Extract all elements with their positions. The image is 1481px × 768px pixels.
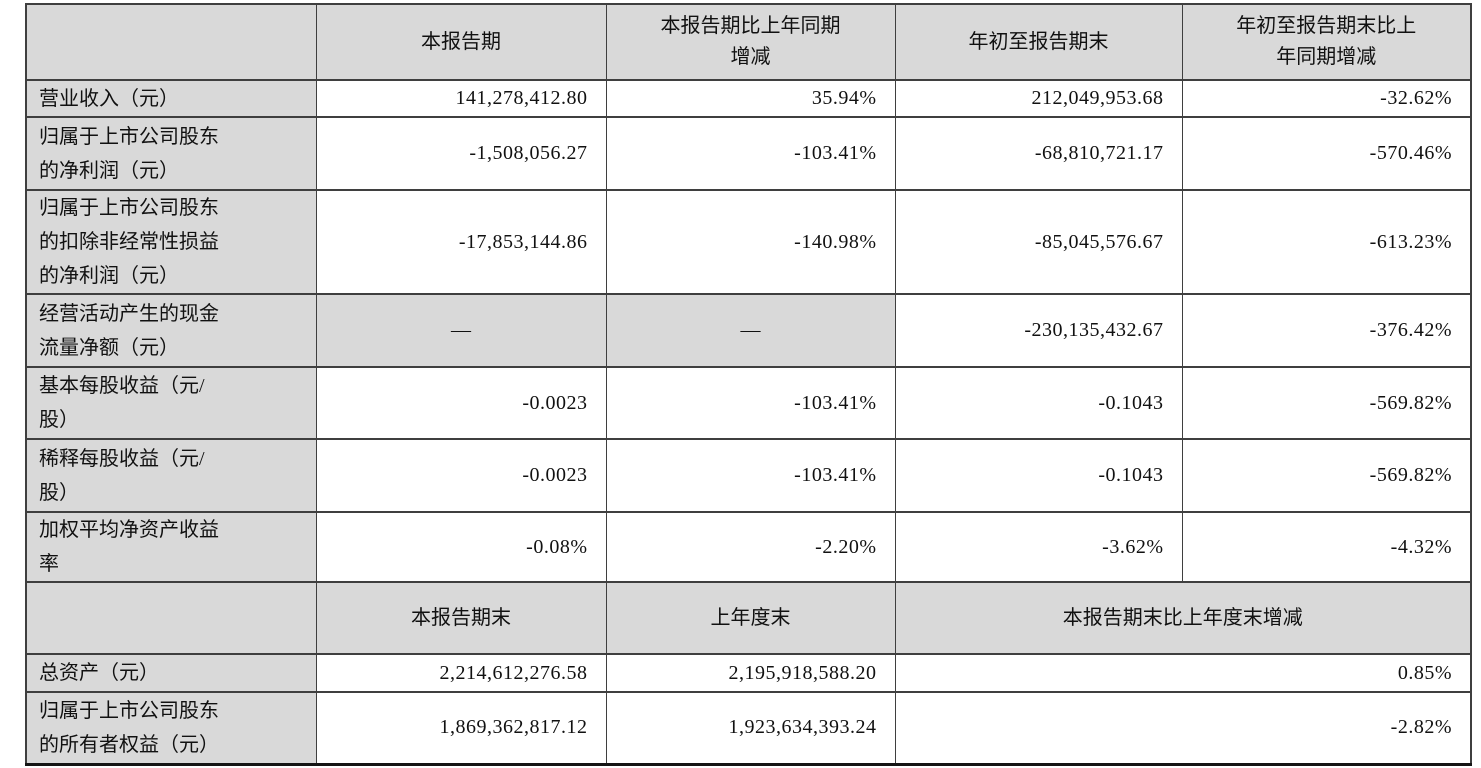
header-period-end: 本报告期末 — [315, 581, 606, 654]
table-row-deducted-net-profit: 归属于上市公司股东的扣除非经常性损益的净利润（元） -17,853,144.86… — [25, 189, 1471, 294]
row-label: 基本每股收益（元/股） — [25, 366, 316, 439]
table-row-weighted-roe: 加权平均净资产收益率 -0.08% -2.20% -3.62% -4.32% — [25, 511, 1471, 582]
row-label: 稀释每股收益（元/股） — [25, 438, 316, 512]
cell-ytd-yoy: -569.82% — [1181, 438, 1471, 512]
cell-current: -0.0023 — [315, 366, 606, 439]
cell-ytd: -3.62% — [894, 511, 1182, 582]
table-row-total-assets: 总资产（元） 2,214,612,276.58 2,195,918,588.20… — [25, 653, 1471, 692]
cell-ytd: -0.1043 — [894, 366, 1182, 439]
cell-period-end: 2,214,612,276.58 — [315, 653, 606, 692]
cell-ytd-yoy: -613.23% — [1181, 189, 1471, 294]
cell-ytd: -230,135,432.67 — [894, 293, 1182, 367]
table-row-operating-cash-flow: 经营活动产生的现金流量净额（元） — — -230,135,432.67 -37… — [25, 293, 1471, 367]
row-label: 总资产（元） — [25, 653, 316, 692]
cell-prior-year-end: 2,195,918,588.20 — [605, 653, 895, 692]
header-period-end-change: 本报告期末比上年度末增减 — [894, 581, 1471, 654]
row-label: 归属于上市公司股东的扣除非经常性损益的净利润（元） — [25, 189, 316, 294]
cell-prior-year-end: 1,923,634,393.24 — [605, 691, 895, 764]
cell-current-yoy-dash: — — [605, 293, 895, 367]
cell-current-yoy: -2.20% — [605, 511, 895, 582]
cell-ytd: -0.1043 — [894, 438, 1182, 512]
cell-ytd-yoy: -4.32% — [1181, 511, 1471, 582]
corner-cell — [25, 581, 316, 654]
cell-ytd: 212,049,953.68 — [894, 79, 1182, 117]
cell-current: -17,853,144.86 — [315, 189, 606, 294]
cell-ytd: -85,045,576.67 — [894, 189, 1182, 294]
cell-current-yoy: -103.41% — [605, 366, 895, 439]
cell-current-yoy: -103.41% — [605, 438, 895, 512]
cell-current: -1,508,056.27 — [315, 116, 606, 190]
cell-ytd-yoy: -570.46% — [1181, 116, 1471, 190]
table-row-diluted-eps: 稀释每股收益（元/股） -0.0023 -103.41% -0.1043 -56… — [25, 438, 1471, 512]
row-label: 归属于上市公司股东的净利润（元） — [25, 116, 316, 190]
cell-change: 0.85% — [894, 653, 1471, 692]
balance-header-row: 本报告期末 上年度末 本报告期末比上年度末增减 — [25, 581, 1471, 654]
header-prior-year-end: 上年度末 — [605, 581, 895, 654]
table-row-net-profit: 归属于上市公司股东的净利润（元） -1,508,056.27 -103.41% … — [25, 116, 1471, 190]
cell-ytd-yoy: -569.82% — [1181, 366, 1471, 439]
cell-period-end: 1,869,362,817.12 — [315, 691, 606, 764]
header-ytd-yoy: 年初至报告期末比上年同期增减 — [1181, 3, 1471, 80]
row-label: 经营活动产生的现金流量净额（元） — [25, 293, 316, 367]
cell-current-dash: — — [315, 293, 606, 367]
row-label: 营业收入（元） — [25, 79, 316, 117]
cell-current-yoy: -140.98% — [605, 189, 895, 294]
header-current-period: 本报告期 — [315, 3, 606, 80]
cell-current: 141,278,412.80 — [315, 79, 606, 117]
header-ytd: 年初至报告期末 — [894, 3, 1182, 80]
cell-current-yoy: -103.41% — [605, 116, 895, 190]
table-row-owners-equity: 归属于上市公司股东的所有者权益（元） 1,869,362,817.12 1,92… — [25, 691, 1471, 764]
row-label: 加权平均净资产收益率 — [25, 511, 316, 582]
cell-ytd: -68,810,721.17 — [894, 116, 1182, 190]
table-row-basic-eps: 基本每股收益（元/股） -0.0023 -103.41% -0.1043 -56… — [25, 366, 1471, 439]
cell-current: -0.0023 — [315, 438, 606, 512]
corner-cell — [25, 3, 316, 80]
cell-change: -2.82% — [894, 691, 1471, 764]
header-current-period-yoy: 本报告期比上年同期增减 — [605, 3, 895, 80]
cell-ytd-yoy: -32.62% — [1181, 79, 1471, 117]
cell-current: -0.08% — [315, 511, 606, 582]
row-label: 归属于上市公司股东的所有者权益（元） — [25, 691, 316, 764]
financial-summary-table: 本报告期 本报告期比上年同期增减 年初至报告期末 年初至报告期末比上年同期增减 … — [25, 3, 1472, 766]
period-header-row: 本报告期 本报告期比上年同期增减 年初至报告期末 年初至报告期末比上年同期增减 — [25, 3, 1471, 80]
table-row-revenue: 营业收入（元） 141,278,412.80 35.94% 212,049,95… — [25, 79, 1471, 117]
cell-ytd-yoy: -376.42% — [1181, 293, 1471, 367]
cell-current-yoy: 35.94% — [605, 79, 895, 117]
